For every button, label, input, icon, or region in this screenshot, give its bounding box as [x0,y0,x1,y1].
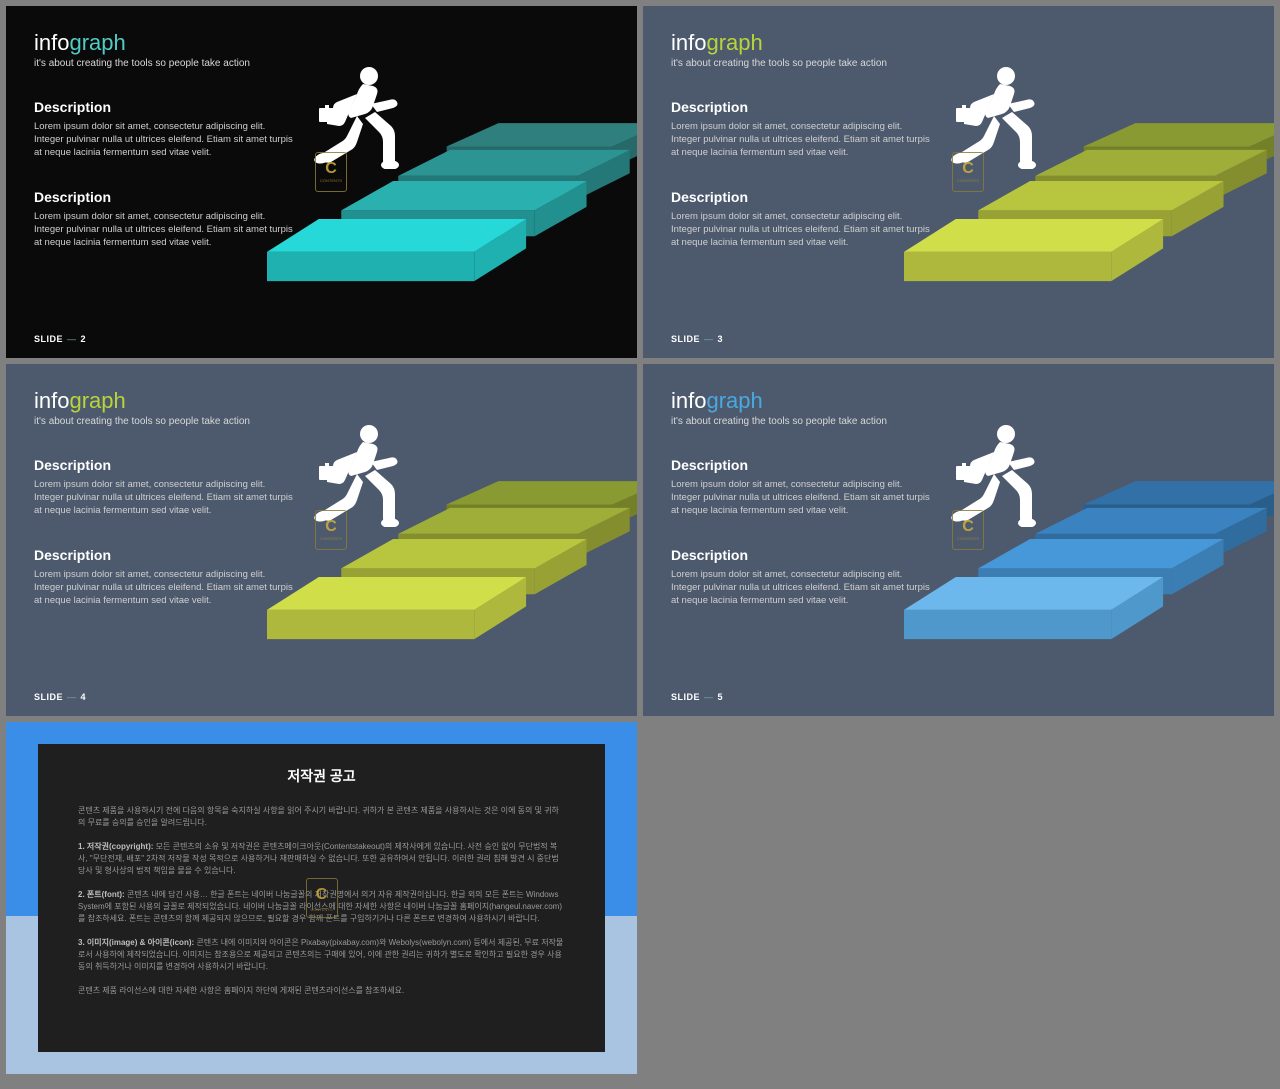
title-part1: info [34,388,69,414]
desc-body: Lorem ipsum dolor sit amet, consectetur … [671,479,931,517]
slide-grid: info graph it's about creating the tools… [6,6,1274,1074]
desc-heading: Description [34,189,294,205]
copyright-slide: 저작권 공고 콘텐츠 제품을 사용하시기 전에 다음의 항목을 숙지하실 사항을… [6,722,637,1074]
desc-heading: Description [34,99,294,115]
description-block-1: Description Lorem ipsum dolor sit amet, … [671,457,931,517]
title-part2: graph [706,30,762,56]
description-block-2: Description Lorem ipsum dolor sit amet, … [34,547,294,607]
contents-watermark: CCONTENTS [315,510,347,550]
desc-body: Lorem ipsum dolor sit amet, consectetur … [671,121,931,159]
copyright-p3: 3. 이미지(image) & 아이콘(icon): 콘텐츠 내에 이미지와 아… [78,937,565,973]
copyright-p1: 1. 저작권(copyright): 모든 콘텐츠의 소유 및 저작권은 콘텐츠… [78,841,565,877]
desc-body: Lorem ipsum dolor sit amet, consectetur … [34,121,294,159]
copyright-title: 저작권 공고 [78,766,565,787]
title-part2: graph [69,30,125,56]
slide-4: info graph it's about creating the tools… [6,364,637,716]
desc-heading: Description [34,457,294,473]
slide-5: info graph it's about creating the tools… [643,364,1274,716]
desc-body: Lorem ipsum dolor sit amet, consectetur … [34,569,294,607]
copyright-panel: 저작권 공고 콘텐츠 제품을 사용하시기 전에 다음의 항목을 숙지하실 사항을… [38,744,605,1052]
title-part1: info [671,388,706,414]
slide-3: info graph it's about creating the tools… [643,6,1274,358]
contents-watermark: CCONTENTS [952,152,984,192]
slide-subtitle: it's about creating the tools so people … [34,58,294,69]
description-block-2: Description Lorem ipsum dolor sit amet, … [671,189,931,249]
copyright-intro: 콘텐츠 제품을 사용하시기 전에 다음의 항목을 숙지하실 사항을 읽어 주시기… [78,805,565,829]
desc-heading: Description [671,189,931,205]
slide-number: SLIDE—2 [34,334,86,344]
desc-body: Lorem ipsum dolor sit amet, consectetur … [671,569,931,607]
slide-number: SLIDE—4 [34,692,86,702]
slide-title: info graph [671,30,931,56]
desc-body: Lorem ipsum dolor sit amet, consectetur … [34,479,294,517]
slide-subtitle: it's about creating the tools so people … [671,416,931,427]
slide-title: info graph [671,388,931,414]
contents-watermark: CCONTENTS [952,510,984,550]
description-block-2: Description Lorem ipsum dolor sit amet, … [34,189,294,249]
slide-subtitle: it's about creating the tools so people … [671,58,931,69]
slide-subtitle: it's about creating the tools so people … [34,416,294,427]
title-part1: info [34,30,69,56]
description-block-1: Description Lorem ipsum dolor sit amet, … [34,99,294,159]
description-block-2: Description Lorem ipsum dolor sit amet, … [671,547,931,607]
slide-2: info graph it's about creating the tools… [6,6,637,358]
desc-heading: Description [34,547,294,563]
desc-heading: Description [671,547,931,563]
description-block-1: Description Lorem ipsum dolor sit amet, … [671,99,931,159]
desc-heading: Description [671,457,931,473]
empty-cell [643,722,1274,1074]
description-block-1: Description Lorem ipsum dolor sit amet, … [34,457,294,517]
title-part2: graph [69,388,125,414]
slide-number: SLIDE—5 [671,692,723,702]
title-part1: info [671,30,706,56]
title-part2: graph [706,388,762,414]
slide-title: info graph [34,388,294,414]
desc-heading: Description [671,99,931,115]
contents-watermark: CCONTENTS [315,152,347,192]
slide-title: info graph [34,30,294,56]
slide-number: SLIDE—3 [671,334,723,344]
desc-body: Lorem ipsum dolor sit amet, consectetur … [671,211,931,249]
contents-watermark: CCONTENTS [306,878,338,918]
desc-body: Lorem ipsum dolor sit amet, consectetur … [34,211,294,249]
copyright-footer: 콘텐츠 제품 라이선스에 대한 자세한 사항은 홈페이지 하단에 게재된 콘텐츠… [78,985,565,997]
